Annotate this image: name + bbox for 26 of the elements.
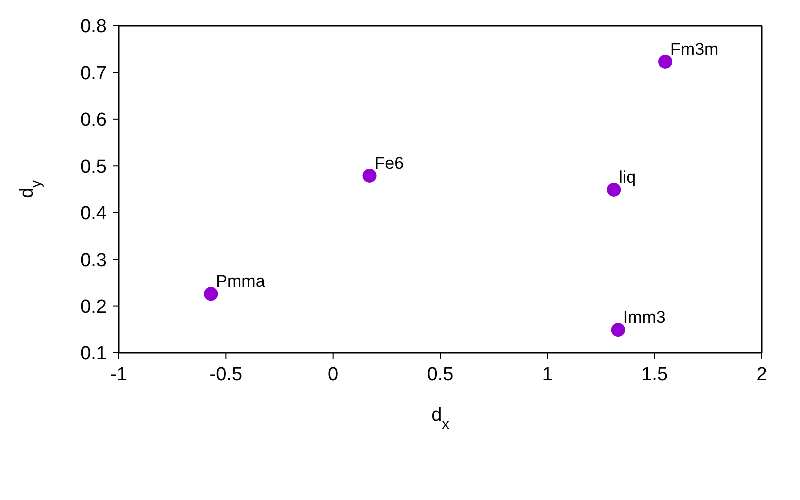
- y-tick-label: 0.5: [80, 156, 107, 178]
- y-tick-label: 0.6: [80, 110, 107, 132]
- x-tick-label: -1: [110, 364, 128, 386]
- point: [607, 182, 622, 197]
- annotation: liq: [619, 168, 636, 187]
- annotation: Fe6: [374, 154, 404, 173]
- point: [362, 168, 377, 183]
- x-tick-label: 0: [328, 364, 339, 386]
- x-tick-label: 1.5: [642, 364, 668, 386]
- x-tick-label: 0.5: [427, 364, 454, 386]
- y-tick-label: 0.7: [80, 63, 107, 84]
- annotation: Imm3: [623, 308, 666, 328]
- x-tick-label: -0.5: [210, 364, 243, 386]
- annotation: Fm3m: [670, 40, 719, 59]
- y-tick-label: 0.1: [80, 344, 107, 365]
- annotation: Pmma: [216, 272, 266, 292]
- point: [204, 287, 218, 302]
- y-tick-label: 0.8: [80, 16, 107, 38]
- point: [611, 323, 626, 338]
- x-axis-title: d$_{x}$: [432, 405, 450, 433]
- x-tick-label: 1: [542, 364, 553, 386]
- y-tick-label: 0.3: [80, 250, 107, 272]
- y-tick-label: 0.2: [80, 297, 107, 318]
- point: [658, 54, 673, 69]
- y-tick-label: 0.4: [80, 204, 108, 225]
- x-tick-label: 2: [756, 364, 768, 386]
